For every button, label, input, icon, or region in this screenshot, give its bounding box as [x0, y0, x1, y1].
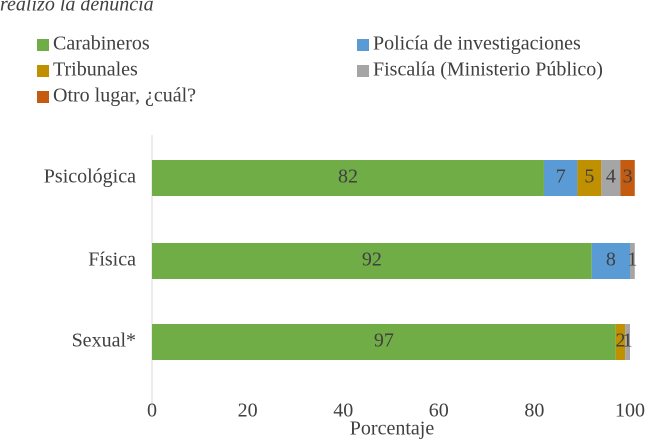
bar-segment	[625, 324, 630, 360]
chart-title: realizó la denuncia	[0, 0, 154, 16]
x-tick-label: 80	[524, 400, 544, 422]
bar-segment	[601, 160, 621, 196]
value-label: 2	[615, 330, 625, 352]
value-label: 3	[623, 166, 633, 188]
legend-label: Carabineros	[53, 33, 150, 55]
bar-segment	[620, 160, 635, 196]
value-label: 7	[556, 166, 566, 188]
legend-label: Otro lugar, ¿cuál?	[53, 85, 196, 107]
y-tick-label: Psicológica	[44, 166, 136, 188]
bar-segment	[630, 243, 635, 279]
bar-segment	[591, 243, 630, 279]
legend-swatch	[357, 65, 369, 77]
bar-segment	[152, 324, 616, 360]
legend-swatch	[357, 39, 369, 51]
value-label: 92	[362, 249, 382, 271]
x-tick-label: 20	[238, 400, 258, 422]
y-tick-label: Física	[88, 249, 136, 271]
x-tick-label: 0	[147, 400, 157, 422]
legend-swatch	[37, 91, 49, 103]
bar-segment	[543, 160, 578, 196]
legend-label: Tribunales	[53, 59, 138, 81]
bar-segment	[152, 243, 592, 279]
x-tick-label: 40	[333, 400, 353, 422]
legend-swatch	[37, 39, 49, 51]
bar-segment	[577, 160, 602, 196]
y-tick-label: Sexual*	[72, 330, 136, 352]
x-axis-label: Porcentaje	[350, 418, 435, 440]
value-label: 1	[627, 249, 637, 271]
bar-segment	[615, 324, 626, 360]
value-label: 5	[584, 166, 594, 188]
value-label: 4	[606, 166, 616, 188]
legend-swatch	[37, 65, 49, 77]
value-label: 82	[338, 166, 358, 188]
value-label: 97	[374, 330, 394, 352]
bar-segment	[152, 160, 544, 196]
legend-label: Policía de investigaciones	[373, 33, 581, 55]
value-label: 8	[606, 249, 616, 271]
x-tick-label: 100	[615, 400, 645, 422]
x-tick-label: 60	[429, 400, 449, 422]
legend-label: Fiscalía (Ministerio Público)	[373, 59, 603, 81]
value-label: 1	[623, 330, 633, 352]
